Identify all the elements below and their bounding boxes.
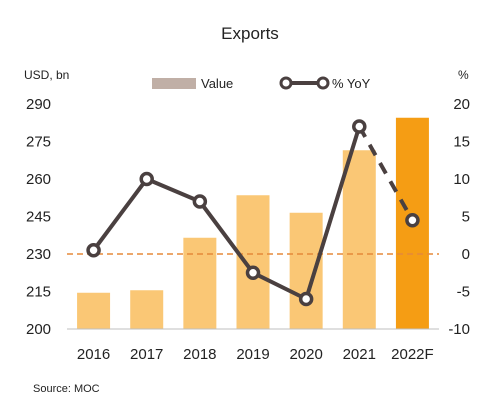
left-tick-label: 200 [26, 321, 51, 338]
yoy-segment-2021-2022F [357, 125, 415, 222]
right-tick-label: 0 [462, 246, 470, 263]
legend-yoy-label: % YoY [332, 76, 371, 91]
left-tick-label: 290 [26, 96, 51, 113]
x-tick-label: 2021 [343, 346, 376, 363]
legend-value-label: Value [201, 76, 233, 91]
x-axis-labels: 2016 2017 2018 2019 2020 2021 2022F [77, 346, 434, 363]
bar-2018 [183, 237, 217, 329]
yoy-segment-2019-2020 [251, 270, 309, 301]
right-tick-label: 10 [453, 171, 470, 188]
x-tick-label: 2020 [289, 346, 322, 363]
left-tick-label: 275 [26, 134, 51, 151]
right-tick-label: -10 [448, 321, 470, 338]
yoy-point-2020 [298, 291, 314, 307]
left-tick-label: 260 [26, 171, 51, 188]
left-tick-label: 245 [26, 209, 51, 226]
right-axis-unit: % [458, 68, 469, 82]
right-tick-label: 5 [462, 209, 470, 226]
right-tick-label: 15 [453, 134, 470, 151]
x-tick-label: 2018 [183, 346, 216, 363]
left-tick-label: 230 [26, 246, 51, 263]
yoy-point-2016 [86, 243, 101, 258]
yoy-markers [86, 119, 420, 307]
yoy-point-2019 [245, 265, 261, 280]
source-note: Source: MOC [33, 383, 100, 395]
yoy-point-2017 [139, 171, 154, 187]
bar-2020 [289, 212, 323, 329]
legend-yoy-marker-left [279, 76, 293, 90]
bar-2021 [342, 150, 376, 329]
legend-value-swatch [152, 78, 196, 89]
right-tick-label: 20 [453, 96, 470, 113]
left-axis-unit: USD, bn [24, 68, 69, 82]
x-tick-label: 2019 [236, 346, 269, 363]
x-tick-label: 2016 [77, 346, 110, 363]
yoy-segment-2020-2021 [304, 124, 362, 301]
yoy-segment-2016-2017 [91, 177, 149, 253]
chart-title: Exports [221, 24, 279, 43]
x-tick-label: 2017 [130, 346, 163, 363]
left-axis-ticks: 200 215 230 245 260 275 290 [26, 96, 51, 338]
legend: Value % YoY [152, 76, 371, 91]
legend-yoy-marker-right [316, 76, 330, 90]
yoy-line-series [91, 124, 415, 301]
bars [77, 117, 429, 329]
yoy-point-2021 [352, 119, 367, 134]
right-axis-ticks: -10 -5 0 5 10 15 20 [448, 96, 470, 338]
left-tick-label: 215 [26, 284, 51, 301]
bar-2017 [130, 290, 164, 329]
x-tick-label: 2022F [391, 346, 434, 363]
right-tick-label: -5 [457, 284, 470, 301]
yoy-point-2022F [405, 213, 420, 228]
bar-2019 [236, 195, 270, 329]
bar-2016 [77, 292, 111, 329]
yoy-point-2018 [192, 194, 208, 209]
yoy-segment-2018-2019 [197, 199, 255, 275]
yoy-segment-2017-2018 [144, 177, 202, 204]
